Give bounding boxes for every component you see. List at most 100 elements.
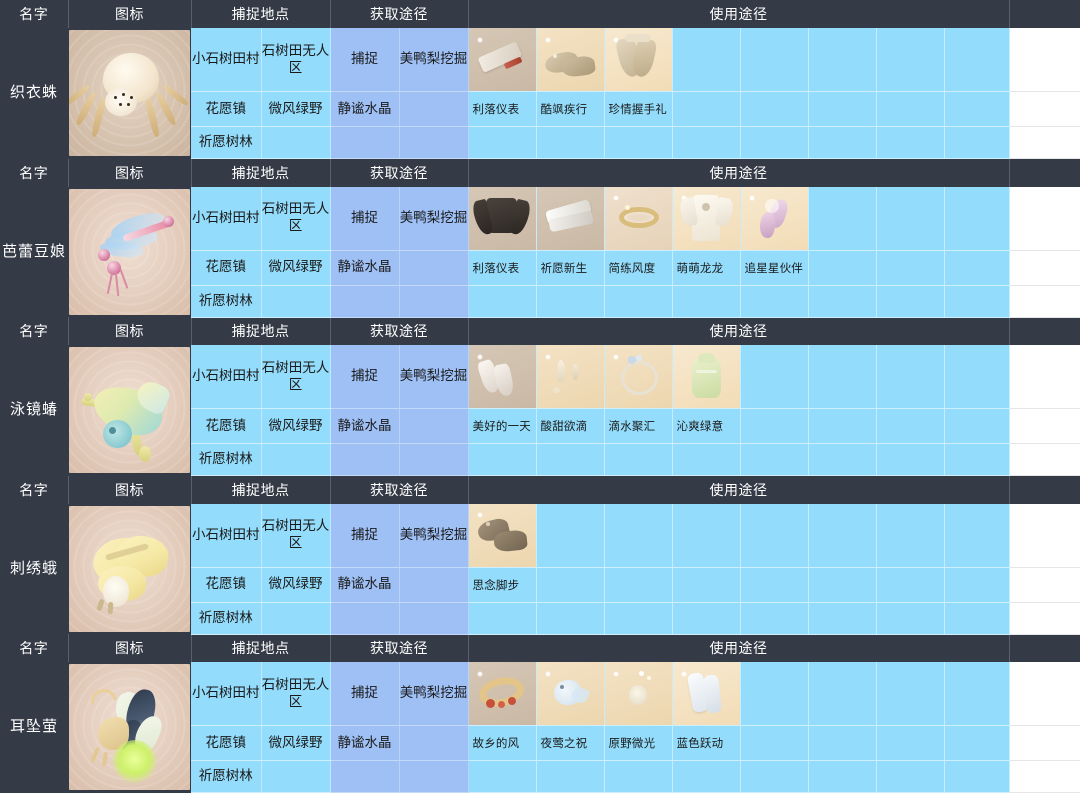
- usage-item-empty-cell: [672, 28, 741, 92]
- creature-row-main: 刺绣蛾 小石树田村 石树田无人区 捕捉 美鸭梨挖掘: [0, 503, 1080, 634]
- acquire-method-cell: 静谧水晶: [330, 91, 400, 127]
- catch-location-cell: 石树田无人区: [261, 345, 331, 409]
- usage-item-empty-cell: [944, 285, 1010, 318]
- usage-item-icon-cell: [536, 662, 605, 726]
- catch-location-cell: 小石树田村: [191, 186, 262, 251]
- catch-location-cell: 石树田无人区: [261, 186, 331, 251]
- col-header-catch-location: 捕捉地点: [191, 475, 331, 504]
- creature-row-main: 芭蕾豆娘 小石树田村 石树田无人区 捕捉 美鸭梨挖掘: [0, 186, 1080, 317]
- usage-item-label: 蓝色跃动: [672, 725, 741, 761]
- usage-item-empty-cell: [604, 285, 673, 318]
- acquire-method-cell: [399, 443, 469, 476]
- creature-row-labels: 花愿镇 微风绿野 静谧水晶 利落仪表 酷飒疾行 珍情握手礼: [0, 91, 1080, 127]
- creature-row-main: 织衣蛛 小石树田村 石树田无人区 捕捉 美鸭梨挖掘: [0, 28, 1080, 159]
- usage-item-empty-cell: [740, 602, 809, 635]
- usage-item-empty-cell: [468, 602, 537, 635]
- usage-item-empty-cell: [740, 126, 809, 159]
- usage-item-empty-cell: [944, 126, 1010, 159]
- usage-item-empty-cell: [808, 91, 877, 127]
- creature-row-extra: 祈愿树林: [0, 760, 1080, 793]
- jacket-item-icon: [468, 186, 535, 250]
- creature-name: 芭蕾豆娘: [0, 186, 68, 317]
- usage-item-empty-cell: [740, 760, 809, 793]
- usage-item-empty-cell: [468, 285, 537, 318]
- usage-item-empty-cell: [876, 725, 945, 761]
- usage-item-empty-cell: [536, 503, 605, 568]
- section-header-row: 名字 图标 捕捉地点 获取途径 使用途径: [0, 0, 1080, 28]
- usage-item-empty-cell: [944, 250, 1010, 286]
- usage-item-empty-cell: [740, 285, 809, 318]
- spacer-cell: [1009, 567, 1080, 603]
- usage-item-empty-cell: [468, 126, 537, 159]
- catch-location-cell: 石树田无人区: [261, 503, 331, 568]
- usage-item-empty-cell: [876, 28, 945, 92]
- usage-item-empty-cell: [672, 602, 741, 635]
- catch-location-cell: 花愿镇: [191, 567, 262, 603]
- acquire-method-cell: [330, 285, 400, 318]
- usage-item-empty-cell: [876, 408, 945, 444]
- usage-item-empty-cell: [876, 91, 945, 127]
- creature-name: 织衣蛛: [0, 28, 68, 159]
- usage-item-empty-cell: [604, 760, 673, 793]
- usage-item-empty-cell: [876, 503, 945, 568]
- creature-row-labels: 花愿镇 微风绿野 静谧水晶 思念脚步: [0, 567, 1080, 603]
- spacer-cell: [1009, 186, 1080, 251]
- creature-name: 泳镜蝽: [0, 345, 68, 476]
- usage-item-empty-cell: [808, 345, 877, 409]
- moth-icon: [69, 505, 190, 632]
- usage-item-empty-cell: [808, 28, 877, 92]
- usage-item-empty-cell: [604, 126, 673, 159]
- catch-location-cell: [261, 126, 331, 159]
- usage-item-icon-cell: [468, 28, 537, 92]
- usage-item-empty-cell: [876, 662, 945, 726]
- usage-item-empty-cell: [808, 725, 877, 761]
- spider-white-icon: [69, 30, 190, 157]
- usage-item-icon-cell: [672, 345, 741, 409]
- usage-item-empty-cell: [808, 186, 877, 251]
- sweet-item-icon: [536, 345, 603, 408]
- usage-item-empty-cell: [944, 503, 1010, 568]
- acquire-method-cell: [330, 602, 400, 635]
- usage-item-label: 祈愿新生: [536, 250, 605, 286]
- usage-item-empty-cell: [808, 443, 877, 476]
- catch-location-cell: 微风绿野: [261, 725, 331, 761]
- catch-location-cell: 石树田无人区: [261, 662, 331, 726]
- damselfly-icon: [69, 188, 190, 315]
- spacer-cell: [1009, 408, 1080, 444]
- usage-item-empty-cell: [876, 126, 945, 159]
- spacer-cell: [1009, 91, 1080, 127]
- acquire-method-cell: 捕捉: [330, 345, 400, 409]
- usage-item-empty-cell: [536, 126, 605, 159]
- usage-item-label: 利落仪表: [468, 250, 537, 286]
- usage-item-label: 夜莺之祝: [536, 725, 605, 761]
- usage-item-label: 珍情握手礼: [604, 91, 673, 127]
- usage-item-empty-cell: [944, 408, 1010, 444]
- acquire-method-cell: [399, 760, 469, 793]
- usage-item-icon-cell: [604, 345, 673, 409]
- usage-item-empty-cell: [536, 567, 605, 603]
- usage-item-empty-cell: [944, 91, 1010, 127]
- acquire-method-cell: 静谧水晶: [330, 725, 400, 761]
- catch-location-cell: 花愿镇: [191, 408, 262, 444]
- belt-item-icon: [604, 186, 671, 250]
- catch-location-cell: [261, 285, 331, 318]
- catch-location-cell: 微风绿野: [261, 567, 331, 603]
- usage-item-icon-cell: [604, 28, 673, 92]
- usage-item-icon-cell: [672, 662, 741, 726]
- usage-item-label: 利落仪表: [468, 91, 537, 127]
- usage-item-empty-cell: [672, 285, 741, 318]
- usage-item-icon-cell: [672, 186, 741, 251]
- section-header-row: 名字 图标 捕捉地点 获取途径 使用途径: [0, 317, 1080, 345]
- usage-item-empty-cell: [876, 250, 945, 286]
- firefly-icon: [69, 664, 190, 791]
- acquire-method-cell: 捕捉: [330, 662, 400, 726]
- col-header-icon: 图标: [68, 475, 192, 504]
- ring-item-icon: [604, 345, 671, 408]
- usage-item-icon-cell: [536, 345, 605, 409]
- acquire-method-cell: [330, 126, 400, 159]
- usage-item-empty-cell: [740, 28, 809, 92]
- catch-location-cell: 祈愿树林: [191, 760, 262, 793]
- col-header-spacer: [1009, 317, 1080, 345]
- section-header-row: 名字 图标 捕捉地点 获取途径 使用途径: [0, 158, 1080, 187]
- catch-location-cell: 微风绿野: [261, 408, 331, 444]
